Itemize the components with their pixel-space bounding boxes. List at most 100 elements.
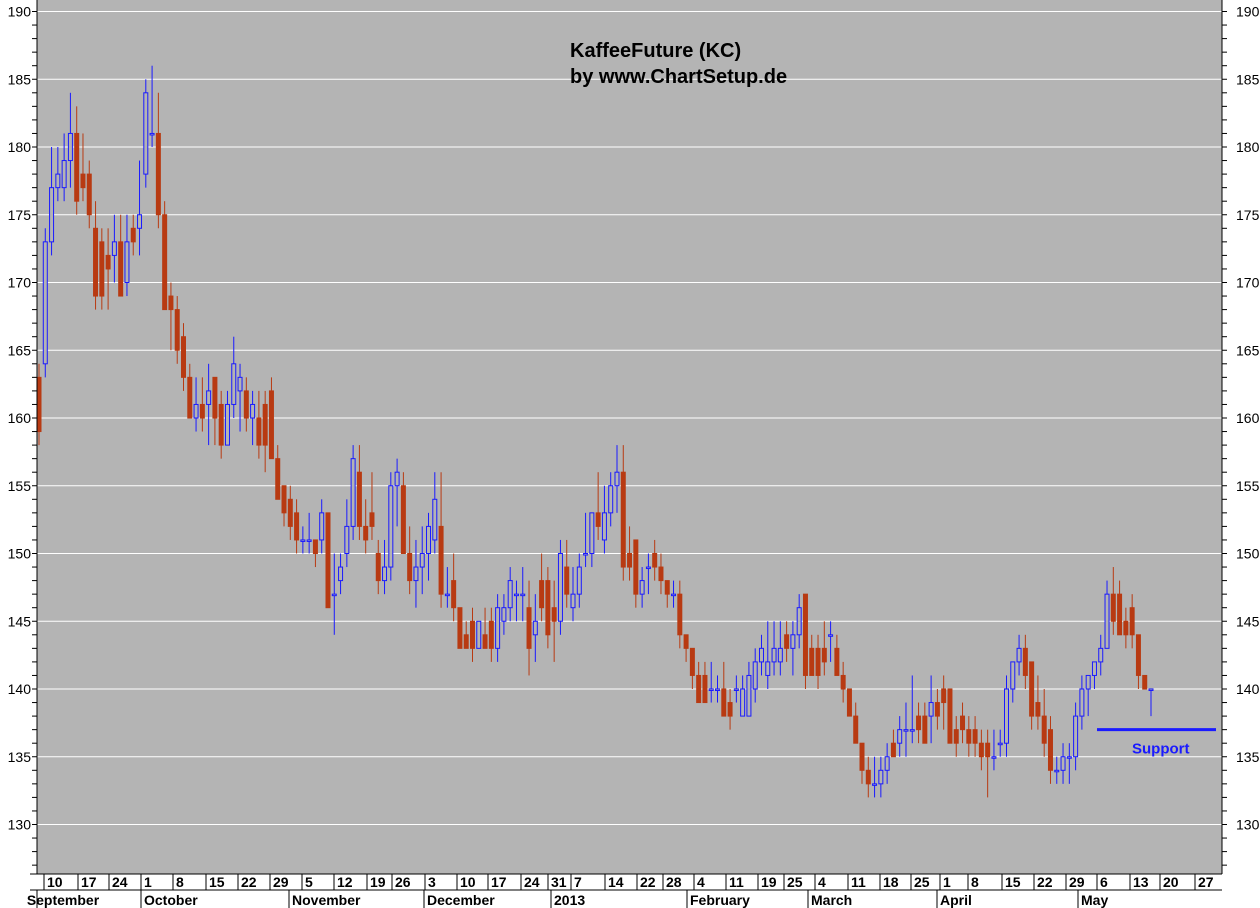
- x-week-label: 29: [1069, 874, 1085, 890]
- candle-body-down: [846, 688, 852, 717]
- candle: [388, 472, 394, 581]
- candle: [765, 621, 771, 689]
- candle-body-up: [67, 132, 73, 162]
- candle-body-up: [878, 769, 884, 785]
- candle-body-up: [758, 647, 764, 663]
- candle: [331, 553, 337, 635]
- candle: [426, 512, 432, 581]
- candle: [444, 567, 450, 608]
- candle-body-up: [746, 674, 752, 717]
- grid-lines: [37, 11, 1222, 825]
- y-tick-label-right: 150: [1236, 546, 1260, 562]
- y-tick-label: 135: [8, 749, 32, 765]
- candle-body-up: [124, 241, 130, 284]
- candle-body-up: [614, 471, 620, 487]
- candle-body-up: [928, 702, 934, 717]
- candle: [300, 526, 306, 554]
- candle: [677, 580, 683, 649]
- candle-body-up: [645, 566, 651, 570]
- candle: [947, 688, 953, 744]
- candle: [740, 675, 746, 717]
- x-month-label: March: [811, 892, 852, 908]
- x-week-label: 4: [818, 874, 826, 890]
- candle: [86, 160, 92, 229]
- candle-body-down: [677, 593, 683, 636]
- candle-body-up: [796, 607, 802, 636]
- candle: [620, 445, 626, 581]
- candle: [865, 756, 871, 798]
- y-tick-label-right: 130: [1236, 817, 1260, 833]
- candle-body-up: [752, 661, 758, 690]
- candle: [884, 743, 890, 784]
- candle-body-up: [49, 187, 55, 243]
- candle: [394, 458, 400, 527]
- candle: [105, 228, 111, 310]
- candle-body-down: [74, 132, 80, 202]
- x-week-label: 6: [1100, 874, 1108, 890]
- candle: [645, 553, 651, 595]
- candle: [400, 472, 406, 554]
- candle-body-up: [872, 783, 878, 786]
- candle: [306, 512, 312, 554]
- candle-body-down: [1135, 634, 1141, 676]
- x-week-label: 17: [81, 874, 97, 890]
- candle-body-up: [306, 539, 312, 542]
- candle-body-up: [331, 593, 337, 597]
- candle: [312, 539, 318, 568]
- candle: [193, 377, 199, 432]
- candle: [639, 567, 645, 608]
- candle: [1041, 689, 1047, 757]
- candle-body-down: [664, 580, 670, 595]
- candle: [1066, 743, 1072, 784]
- candle: [55, 147, 61, 202]
- candle: [1135, 634, 1141, 689]
- candle-body-up: [1098, 647, 1104, 663]
- candle: [463, 621, 469, 649]
- candle: [451, 553, 457, 622]
- candle-body-up: [639, 580, 645, 595]
- candle: [683, 634, 689, 662]
- candle-body-down: [369, 512, 375, 527]
- candle-body-up: [495, 607, 501, 649]
- candle: [802, 593, 808, 689]
- candle-body-up: [903, 729, 909, 732]
- candle: [42, 228, 48, 378]
- candle-body-down: [721, 688, 727, 717]
- candle: [513, 580, 519, 622]
- x-month-label: 2013: [554, 892, 585, 908]
- candle-body-down: [488, 620, 494, 649]
- candle: [149, 65, 155, 147]
- candle-body-down: [834, 647, 840, 676]
- candle-body-down: [80, 173, 86, 189]
- candle: [953, 716, 959, 757]
- x-week-label: 24: [112, 874, 128, 890]
- candle: [1142, 674, 1148, 690]
- candle: [507, 567, 513, 622]
- candle: [93, 201, 99, 310]
- candle: [727, 689, 733, 730]
- candle-body-down: [469, 620, 475, 649]
- candle: [67, 92, 73, 188]
- candle: [972, 716, 978, 757]
- support-label: Support: [1132, 741, 1190, 758]
- candle: [294, 499, 300, 554]
- x-month-label: December: [427, 892, 495, 908]
- candle: [664, 580, 670, 608]
- candle-body-up: [520, 593, 526, 597]
- x-week-label: 25: [914, 874, 930, 890]
- candle: [809, 634, 815, 676]
- candle: [137, 160, 143, 256]
- candle: [828, 621, 834, 662]
- candle-body-up: [790, 634, 796, 649]
- candle: [1029, 661, 1035, 730]
- x-week-label: 25: [787, 874, 803, 890]
- x-week-label: 14: [608, 874, 624, 890]
- candle: [997, 729, 1003, 757]
- candle-body-up: [149, 132, 155, 136]
- x-week-label: 19: [761, 874, 777, 890]
- candle-body-up: [1148, 688, 1154, 691]
- candle: [118, 214, 124, 297]
- candle-body-down: [1142, 674, 1148, 690]
- candle: [1123, 607, 1129, 649]
- candle: [250, 390, 256, 446]
